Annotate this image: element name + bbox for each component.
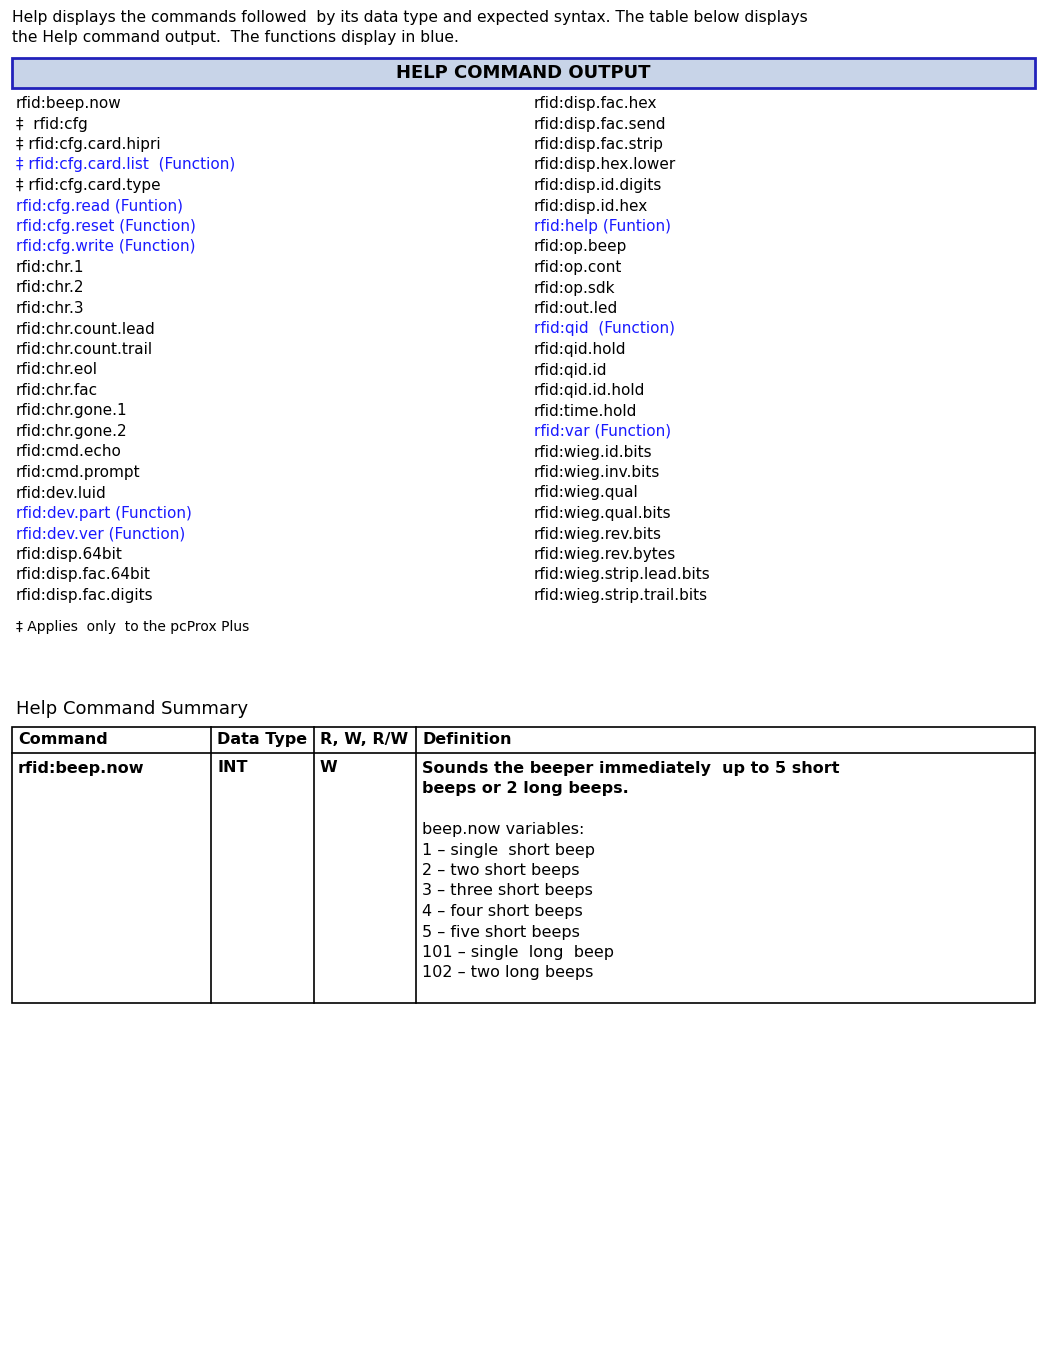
Text: rfid:cmd.echo: rfid:cmd.echo (16, 445, 121, 460)
Text: beep.now variables:: beep.now variables: (422, 822, 584, 837)
Text: rfid:var (Function): rfid:var (Function) (534, 423, 671, 440)
Text: INT: INT (218, 760, 248, 775)
Text: rfid:chr.gone.2: rfid:chr.gone.2 (16, 423, 128, 440)
Text: W: W (319, 760, 337, 775)
Text: rfid:time.hold: rfid:time.hold (534, 403, 637, 418)
Text: rfid:wieg.strip.lead.bits: rfid:wieg.strip.lead.bits (534, 567, 710, 582)
Text: rfid:chr.3: rfid:chr.3 (16, 301, 85, 316)
Text: rfid:beep.now: rfid:beep.now (16, 96, 121, 111)
Text: Help Command Summary: Help Command Summary (16, 700, 248, 718)
Text: Data Type: Data Type (218, 731, 308, 746)
Text: rfid:chr.eol: rfid:chr.eol (16, 362, 98, 377)
Text: rfid:disp.fac.digits: rfid:disp.fac.digits (16, 588, 154, 603)
Text: rfid:wieg.strip.trail.bits: rfid:wieg.strip.trail.bits (534, 588, 708, 603)
Text: rfid:help (Funtion): rfid:help (Funtion) (534, 218, 670, 233)
Bar (12, 726, 1035, 1003)
Text: Sounds the beeper immediately  up to 5 short: Sounds the beeper immediately up to 5 sh… (422, 760, 840, 775)
Text: rfid:disp.hex.lower: rfid:disp.hex.lower (534, 157, 675, 172)
Text: rfid:disp.id.digits: rfid:disp.id.digits (534, 178, 662, 193)
Text: rfid:disp.id.hex: rfid:disp.id.hex (534, 198, 648, 213)
Text: rfid:qid.id.hold: rfid:qid.id.hold (534, 383, 645, 398)
Text: rfid:wieg.rev.bytes: rfid:wieg.rev.bytes (534, 547, 675, 562)
Text: ‡ Applies  only  to the pcProx Plus: ‡ Applies only to the pcProx Plus (16, 620, 249, 635)
Text: rfid:chr.count.trail: rfid:chr.count.trail (16, 342, 153, 357)
Text: rfid:chr.count.lead: rfid:chr.count.lead (16, 322, 156, 337)
Text: rfid:op.cont: rfid:op.cont (534, 261, 622, 275)
Text: 2 – two short beeps: 2 – two short beeps (422, 863, 580, 878)
Text: the Help command output.  The functions display in blue.: the Help command output. The functions d… (12, 30, 459, 45)
Text: ‡ rfid:cfg.card.type: ‡ rfid:cfg.card.type (16, 178, 160, 193)
Bar (12, 58, 1035, 88)
Text: rfid:cmd.prompt: rfid:cmd.prompt (16, 465, 140, 480)
Text: rfid:chr.fac: rfid:chr.fac (16, 383, 98, 398)
Text: R, W, R/W: R, W, R/W (319, 731, 408, 746)
Text: rfid:qid  (Function): rfid:qid (Function) (534, 322, 674, 337)
Text: rfid:chr.1: rfid:chr.1 (16, 261, 85, 275)
Text: 4 – four short beeps: 4 – four short beeps (422, 904, 583, 919)
Text: ‡ rfid:cfg.card.list  (Function): ‡ rfid:cfg.card.list (Function) (16, 157, 236, 172)
Text: rfid:op.beep: rfid:op.beep (534, 239, 627, 255)
Text: 1 – single  short beep: 1 – single short beep (422, 843, 595, 858)
Text: rfid:dev.part (Function): rfid:dev.part (Function) (16, 506, 192, 521)
Text: rfid:beep.now: rfid:beep.now (18, 760, 144, 775)
Text: rfid:op.sdk: rfid:op.sdk (534, 281, 615, 296)
Text: beeps or 2 long beeps.: beeps or 2 long beeps. (422, 782, 629, 797)
Text: rfid:wieg.rev.bits: rfid:wieg.rev.bits (534, 527, 662, 541)
Text: rfid:out.led: rfid:out.led (534, 301, 618, 316)
Text: rfid:dev.ver (Function): rfid:dev.ver (Function) (16, 527, 185, 541)
Text: rfid:wieg.qual: rfid:wieg.qual (534, 486, 639, 501)
Text: rfid:wieg.qual.bits: rfid:wieg.qual.bits (534, 506, 671, 521)
Text: rfid:disp.fac.strip: rfid:disp.fac.strip (534, 137, 664, 152)
Text: Help displays the commands followed  by its data type and expected syntax. The t: Help displays the commands followed by i… (12, 9, 807, 24)
Text: ‡  rfid:cfg: ‡ rfid:cfg (16, 117, 88, 132)
Text: ‡ rfid:cfg.card.hipri: ‡ rfid:cfg.card.hipri (16, 137, 160, 152)
Text: rfid:disp.fac.64bit: rfid:disp.fac.64bit (16, 567, 151, 582)
Text: rfid:disp.fac.hex: rfid:disp.fac.hex (534, 96, 658, 111)
Text: rfid:disp.64bit: rfid:disp.64bit (16, 547, 122, 562)
Text: rfid:chr.2: rfid:chr.2 (16, 281, 85, 296)
Text: 3 – three short beeps: 3 – three short beeps (422, 883, 593, 898)
Text: rfid:cfg.read (Funtion): rfid:cfg.read (Funtion) (16, 198, 183, 213)
Text: 5 – five short beeps: 5 – five short beeps (422, 924, 580, 939)
Text: rfid:disp.fac.send: rfid:disp.fac.send (534, 117, 666, 132)
Text: 102 – two long beeps: 102 – two long beeps (422, 965, 594, 981)
Text: rfid:wieg.inv.bits: rfid:wieg.inv.bits (534, 465, 660, 480)
Text: rfid:wieg.id.bits: rfid:wieg.id.bits (534, 445, 652, 460)
Text: rfid:qid.id: rfid:qid.id (534, 362, 607, 377)
Text: Command: Command (18, 731, 108, 746)
Text: 101 – single  long  beep: 101 – single long beep (422, 944, 615, 959)
Text: rfid:cfg.reset (Function): rfid:cfg.reset (Function) (16, 218, 196, 233)
Text: HELP COMMAND OUTPUT: HELP COMMAND OUTPUT (396, 64, 651, 81)
Text: Definition: Definition (422, 731, 512, 746)
Text: rfid:qid.hold: rfid:qid.hold (534, 342, 626, 357)
Text: rfid:cfg.write (Function): rfid:cfg.write (Function) (16, 239, 196, 255)
Text: rfid:chr.gone.1: rfid:chr.gone.1 (16, 403, 128, 418)
Text: rfid:dev.luid: rfid:dev.luid (16, 486, 107, 501)
